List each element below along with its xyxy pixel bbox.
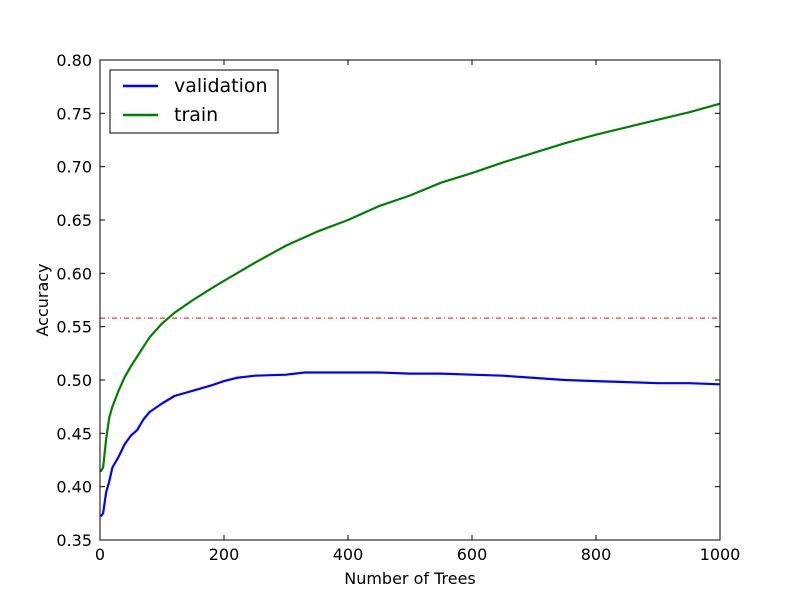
x-tick-label: 600 <box>457 545 488 564</box>
legend-box <box>109 69 279 134</box>
y-axis-label: Accuracy <box>33 263 52 336</box>
series-line-train <box>99 102 721 473</box>
y-tick-label: 0.70 <box>56 158 92 177</box>
axes: 0 200 400 600 800 1000 0.35 0.40 0.45 0.50 0.55 0.6… <box>56 51 740 564</box>
plot-frame <box>99 59 721 541</box>
plot-area <box>99 102 721 518</box>
y-tick-label: 0.50 <box>56 371 92 390</box>
x-tick-label: 400 <box>333 545 364 564</box>
legend: validation train <box>109 69 279 134</box>
y-tick-label: 0.45 <box>56 424 92 443</box>
y-tick-label: 0.60 <box>56 264 92 283</box>
x-axis-label: Number of Trees <box>344 569 476 588</box>
legend-label-train: train <box>174 104 218 126</box>
x-tick-label: 1000 <box>700 545 741 564</box>
x-tick-label: 800 <box>581 545 612 564</box>
y-tick-label: 0.35 <box>56 531 92 550</box>
y-tick-label: 0.55 <box>56 318 92 337</box>
y-tick-label: 0.80 <box>56 51 92 70</box>
y-tick-label: 0.75 <box>56 104 92 123</box>
legend-label-validation: validation <box>174 75 268 97</box>
y-tick-label: 0.65 <box>56 211 92 230</box>
y-tick-label: 0.40 <box>56 478 92 497</box>
x-tick-label: 0 <box>95 545 105 564</box>
series-line-validation <box>99 371 721 518</box>
x-tick-label: 200 <box>209 545 240 564</box>
